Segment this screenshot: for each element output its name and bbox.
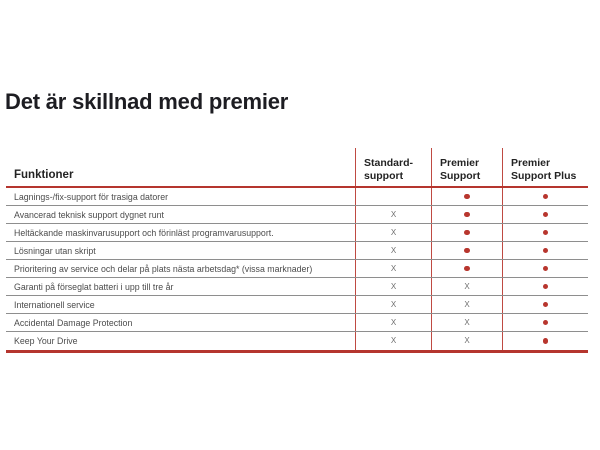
cell-standard-support: X bbox=[355, 332, 431, 350]
table-row: Heltäckande maskinvarusupport och förinl… bbox=[6, 224, 588, 242]
included-dot-icon bbox=[464, 193, 470, 200]
column-header-standard-support: Standard-support bbox=[355, 148, 431, 186]
feature-label: Lagnings-/fix-support för trasiga datore… bbox=[14, 191, 169, 202]
table-row: Lagnings-/fix-support för trasiga datore… bbox=[6, 188, 588, 206]
feature-label: Accidental Damage Protection bbox=[14, 317, 133, 328]
column-header-funktioner: Funktioner bbox=[14, 169, 74, 181]
table-row: Avancerad teknisk support dygnet runt X bbox=[6, 206, 588, 224]
column-header-line2: Support bbox=[440, 169, 481, 182]
included-dot-icon bbox=[542, 283, 549, 290]
cell-premier-support-plus bbox=[502, 296, 588, 313]
column-header-line1: Premier bbox=[511, 157, 551, 169]
cell-premier-support bbox=[431, 206, 502, 223]
feature-label: Garanti på förseglat batteri i upp till … bbox=[14, 281, 174, 292]
column-header-premier-support-plus: Premier Support Plus bbox=[502, 148, 588, 186]
table-row: Accidental Damage Protection X X bbox=[6, 314, 588, 332]
included-x-mark: X bbox=[390, 263, 397, 273]
cell-premier-support-plus bbox=[502, 206, 588, 223]
table-row: Lösningar utan skript X bbox=[6, 242, 588, 260]
included-x-mark: X bbox=[390, 227, 397, 237]
cell-premier-support: X bbox=[431, 314, 502, 331]
feature-label: Prioritering av service och delar på pla… bbox=[14, 263, 313, 274]
column-header-line1: Standard- bbox=[364, 157, 414, 169]
included-dot-icon bbox=[542, 211, 549, 218]
feature-label: Avancerad teknisk support dygnet runt bbox=[14, 209, 164, 220]
column-header-premier-support: Premier Support bbox=[431, 148, 502, 186]
cell-premier-support-plus bbox=[502, 224, 588, 241]
cell-standard-support: X bbox=[355, 260, 431, 277]
table-header-row: Funktioner Standard-support Premier Suppor… bbox=[6, 148, 588, 188]
cell-premier-support-plus bbox=[502, 242, 588, 259]
included-dot-icon bbox=[464, 211, 470, 218]
cell-premier-support-plus bbox=[502, 188, 588, 205]
cell-premier-support-plus bbox=[502, 260, 588, 277]
feature-label: Lösningar utan skript bbox=[14, 245, 96, 256]
column-header-line1: Premier bbox=[440, 157, 480, 169]
table-row: Keep Your Drive X X bbox=[6, 332, 588, 350]
cell-standard-support: X bbox=[355, 278, 431, 295]
included-x-mark: X bbox=[464, 299, 470, 309]
column-header-line2: support bbox=[364, 169, 404, 182]
feature-label: Heltäckande maskinvarusupport och förinl… bbox=[14, 227, 274, 238]
included-dot-icon bbox=[542, 301, 549, 308]
included-x-mark: X bbox=[390, 209, 397, 219]
included-dot-icon bbox=[464, 265, 470, 272]
cell-premier-support-plus bbox=[502, 332, 588, 350]
page-title: Det är skillnad med premier bbox=[5, 89, 289, 114]
included-dot-icon bbox=[542, 229, 549, 236]
included-dot-icon bbox=[542, 338, 549, 344]
cell-standard-support: X bbox=[355, 224, 431, 241]
cell-premier-support: X bbox=[431, 332, 502, 350]
cell-premier-support: X bbox=[431, 296, 502, 313]
included-x-mark: X bbox=[390, 336, 397, 345]
cell-premier-support-plus bbox=[502, 278, 588, 295]
included-x-mark: X bbox=[464, 336, 470, 345]
included-dot-icon bbox=[542, 193, 549, 200]
cell-standard-support: X bbox=[355, 296, 431, 313]
feature-label: Internationell service bbox=[14, 299, 95, 310]
cell-premier-support bbox=[431, 224, 502, 241]
included-dot-icon bbox=[542, 247, 549, 254]
included-dot-icon bbox=[542, 265, 549, 272]
cell-premier-support: X bbox=[431, 278, 502, 295]
table-row: Garanti på förseglat batteri i upp till … bbox=[6, 278, 588, 296]
column-header-line2: Support Plus bbox=[511, 169, 577, 182]
included-dot-icon bbox=[542, 319, 549, 326]
included-x-mark: X bbox=[464, 317, 470, 327]
cell-standard-support: X bbox=[355, 242, 431, 259]
included-x-mark: X bbox=[390, 281, 397, 291]
included-dot-icon bbox=[464, 229, 470, 236]
included-dot-icon bbox=[464, 247, 470, 254]
feature-label: Keep Your Drive bbox=[14, 336, 78, 346]
included-x-mark: X bbox=[390, 299, 397, 309]
cell-premier-support-plus bbox=[502, 314, 588, 331]
cell-standard-support bbox=[355, 188, 431, 205]
table-row: Internationell service X X bbox=[6, 296, 588, 314]
included-x-mark: X bbox=[464, 281, 470, 291]
included-x-mark: X bbox=[390, 245, 397, 255]
feature-comparison-table: Funktioner Standard-support Premier Suppor… bbox=[6, 148, 588, 353]
cell-premier-support bbox=[431, 188, 502, 205]
table-row: Prioritering av service och delar på pla… bbox=[6, 260, 588, 278]
cell-standard-support: X bbox=[355, 314, 431, 331]
cell-premier-support bbox=[431, 242, 502, 259]
cell-premier-support bbox=[431, 260, 502, 277]
cell-standard-support: X bbox=[355, 206, 431, 223]
table-body: Lagnings-/fix-support för trasiga datore… bbox=[6, 188, 588, 353]
included-x-mark: X bbox=[390, 317, 397, 327]
